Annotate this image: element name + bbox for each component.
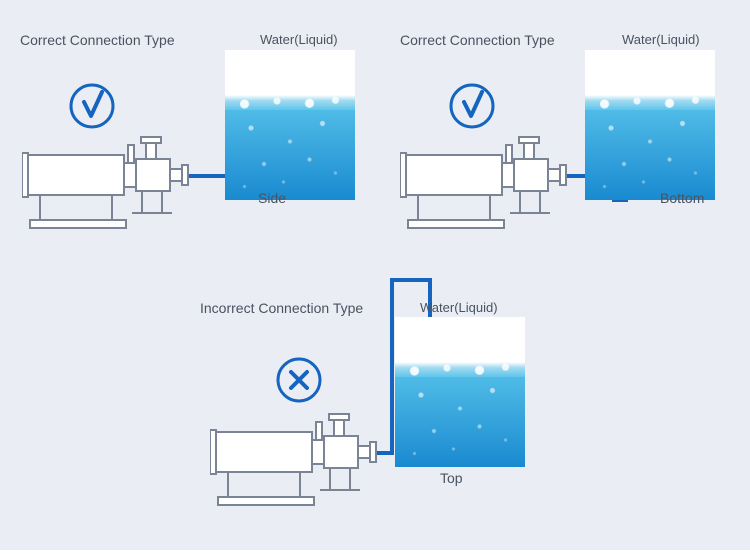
diagram-canvas: Correct Connection TypeWater(Liquid)Side xyxy=(0,0,750,550)
water-tank xyxy=(395,317,525,467)
tank-label: Water(Liquid) xyxy=(420,300,498,315)
connection-caption: Top xyxy=(440,470,463,486)
pump xyxy=(210,412,390,527)
cross-icon xyxy=(275,356,323,404)
panel-title: Incorrect Connection Type xyxy=(200,300,363,316)
